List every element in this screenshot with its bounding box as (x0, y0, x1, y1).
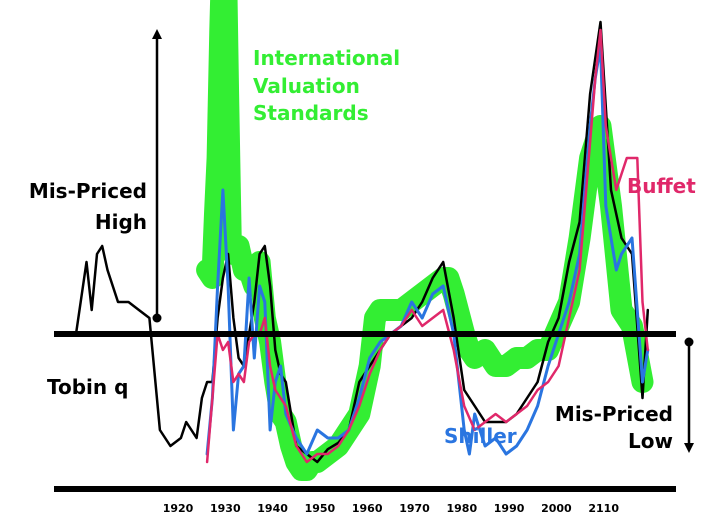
mispriced-low-label-1: Mis-Priced (555, 402, 673, 426)
x-tick-label: 1960 (352, 502, 383, 515)
x-tick-label: 1980 (446, 502, 477, 515)
x-tick-label: 1930 (210, 502, 241, 515)
shiller-label: Shiller (444, 424, 517, 448)
mispriced-low-dot (684, 337, 694, 347)
series-layer (74, 0, 654, 481)
mispriced-high-label-2: High (95, 210, 147, 234)
x-tick-label: 1970 (399, 502, 430, 515)
mispriced-high-dot (152, 313, 162, 323)
x-tick-label: 1990 (494, 502, 525, 515)
tobin-q-label: Tobin q (47, 375, 128, 399)
x-tick-label: 2000 (541, 502, 572, 515)
ivs-label-3: Standards (253, 101, 369, 125)
x-tick-label: 1920 (163, 502, 194, 515)
x-tick-labels: 1920 1930 1940 1950 1960 1970 1980 1990 2000 2110 (163, 502, 620, 515)
ivs-label-2: Valuation (253, 74, 360, 98)
mispriced-low-label-2: Low (628, 429, 673, 453)
ivs-label-1: International (253, 46, 400, 70)
x-tick-label: 1950 (305, 502, 336, 515)
x-tick-label: 1940 (257, 502, 288, 515)
x-tick-label: 2110 (588, 502, 619, 515)
buffet-label: Buffet (627, 174, 696, 198)
series-line-tobin-q (74, 20, 650, 464)
mispriced-high-label-1: Mis-Priced (29, 179, 147, 203)
